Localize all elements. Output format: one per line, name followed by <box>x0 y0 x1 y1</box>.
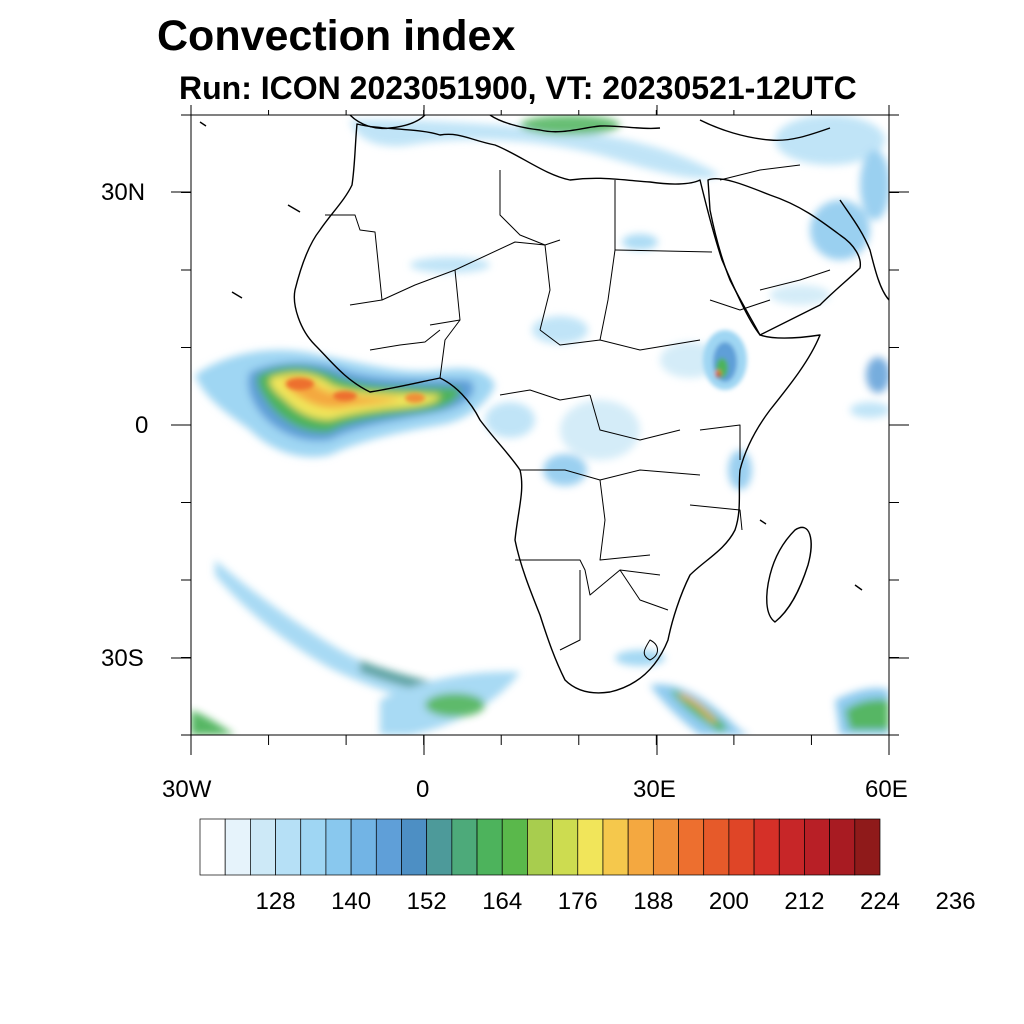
lon-label-60e: 60E <box>865 776 908 803</box>
colorbar-box <box>350 818 377 876</box>
colorbar-boxes <box>199 818 881 876</box>
colorbar-tick-label: 128 <box>255 888 296 915</box>
colorbar-box <box>577 818 604 876</box>
lat-label-0: 0 <box>135 412 149 439</box>
colorbar-box <box>703 818 730 876</box>
colorbar-box <box>778 818 805 876</box>
colorbar-tick-label: 212 <box>784 888 825 915</box>
colorbar-box <box>728 818 755 876</box>
colorbar-tick-label: 140 <box>331 888 372 915</box>
colorbar-box <box>804 818 830 876</box>
lat-label-30n: 30N <box>101 179 146 206</box>
colorbar-tick-label: 188 <box>633 888 674 915</box>
convection-ethiopia <box>703 330 747 390</box>
colorbar-box <box>250 818 276 876</box>
lat-label-30s: 30S <box>101 645 144 672</box>
colorbar-box <box>602 818 629 876</box>
colorbar-box <box>325 818 352 876</box>
colorbar-tick-label: 152 <box>406 888 447 915</box>
colorbar-box <box>375 818 402 876</box>
lon-label-30e: 30E <box>633 776 676 803</box>
colorbar-box <box>829 818 856 876</box>
colorbar-tick-label: 236 <box>935 888 976 915</box>
colorbar-box <box>527 818 553 876</box>
convection-south-atlantic <box>215 560 520 735</box>
colorbar-tick-label: 176 <box>557 888 598 915</box>
colorbar-box <box>401 818 428 876</box>
colorbar-box <box>199 818 226 876</box>
map-subtitle: Run: ICON 2023051900, VT: 20230521-12UTC <box>179 70 857 106</box>
lon-label-30w: 30W <box>162 776 212 803</box>
colorbar-box <box>552 818 579 876</box>
lon-label-0: 0 <box>416 776 430 803</box>
coastlines <box>199 115 889 694</box>
convection-west-africa-core <box>286 378 425 403</box>
colorbar-tick-label: 224 <box>859 888 901 915</box>
colorbar-box <box>476 818 503 876</box>
borders <box>325 164 831 661</box>
colorbar-box <box>627 818 654 876</box>
colorbar-box <box>300 818 327 876</box>
colorbar-box <box>854 818 881 876</box>
colorbar-tick-label: 164 <box>482 888 523 915</box>
colorbar-box <box>275 818 302 876</box>
convection-southern-ocean <box>191 650 889 735</box>
colorbar-box <box>426 818 453 876</box>
colorbar-box <box>224 818 251 876</box>
axis-minor-ticks <box>181 110 899 745</box>
colorbar-box <box>451 818 478 876</box>
colorbar-tick-label: 200 <box>708 888 749 915</box>
colorbar-box <box>652 818 679 876</box>
colorbar-box <box>753 818 780 876</box>
map-title: Convection index <box>157 12 516 60</box>
colorbar-box <box>501 818 528 876</box>
colorbar-box <box>678 818 705 876</box>
